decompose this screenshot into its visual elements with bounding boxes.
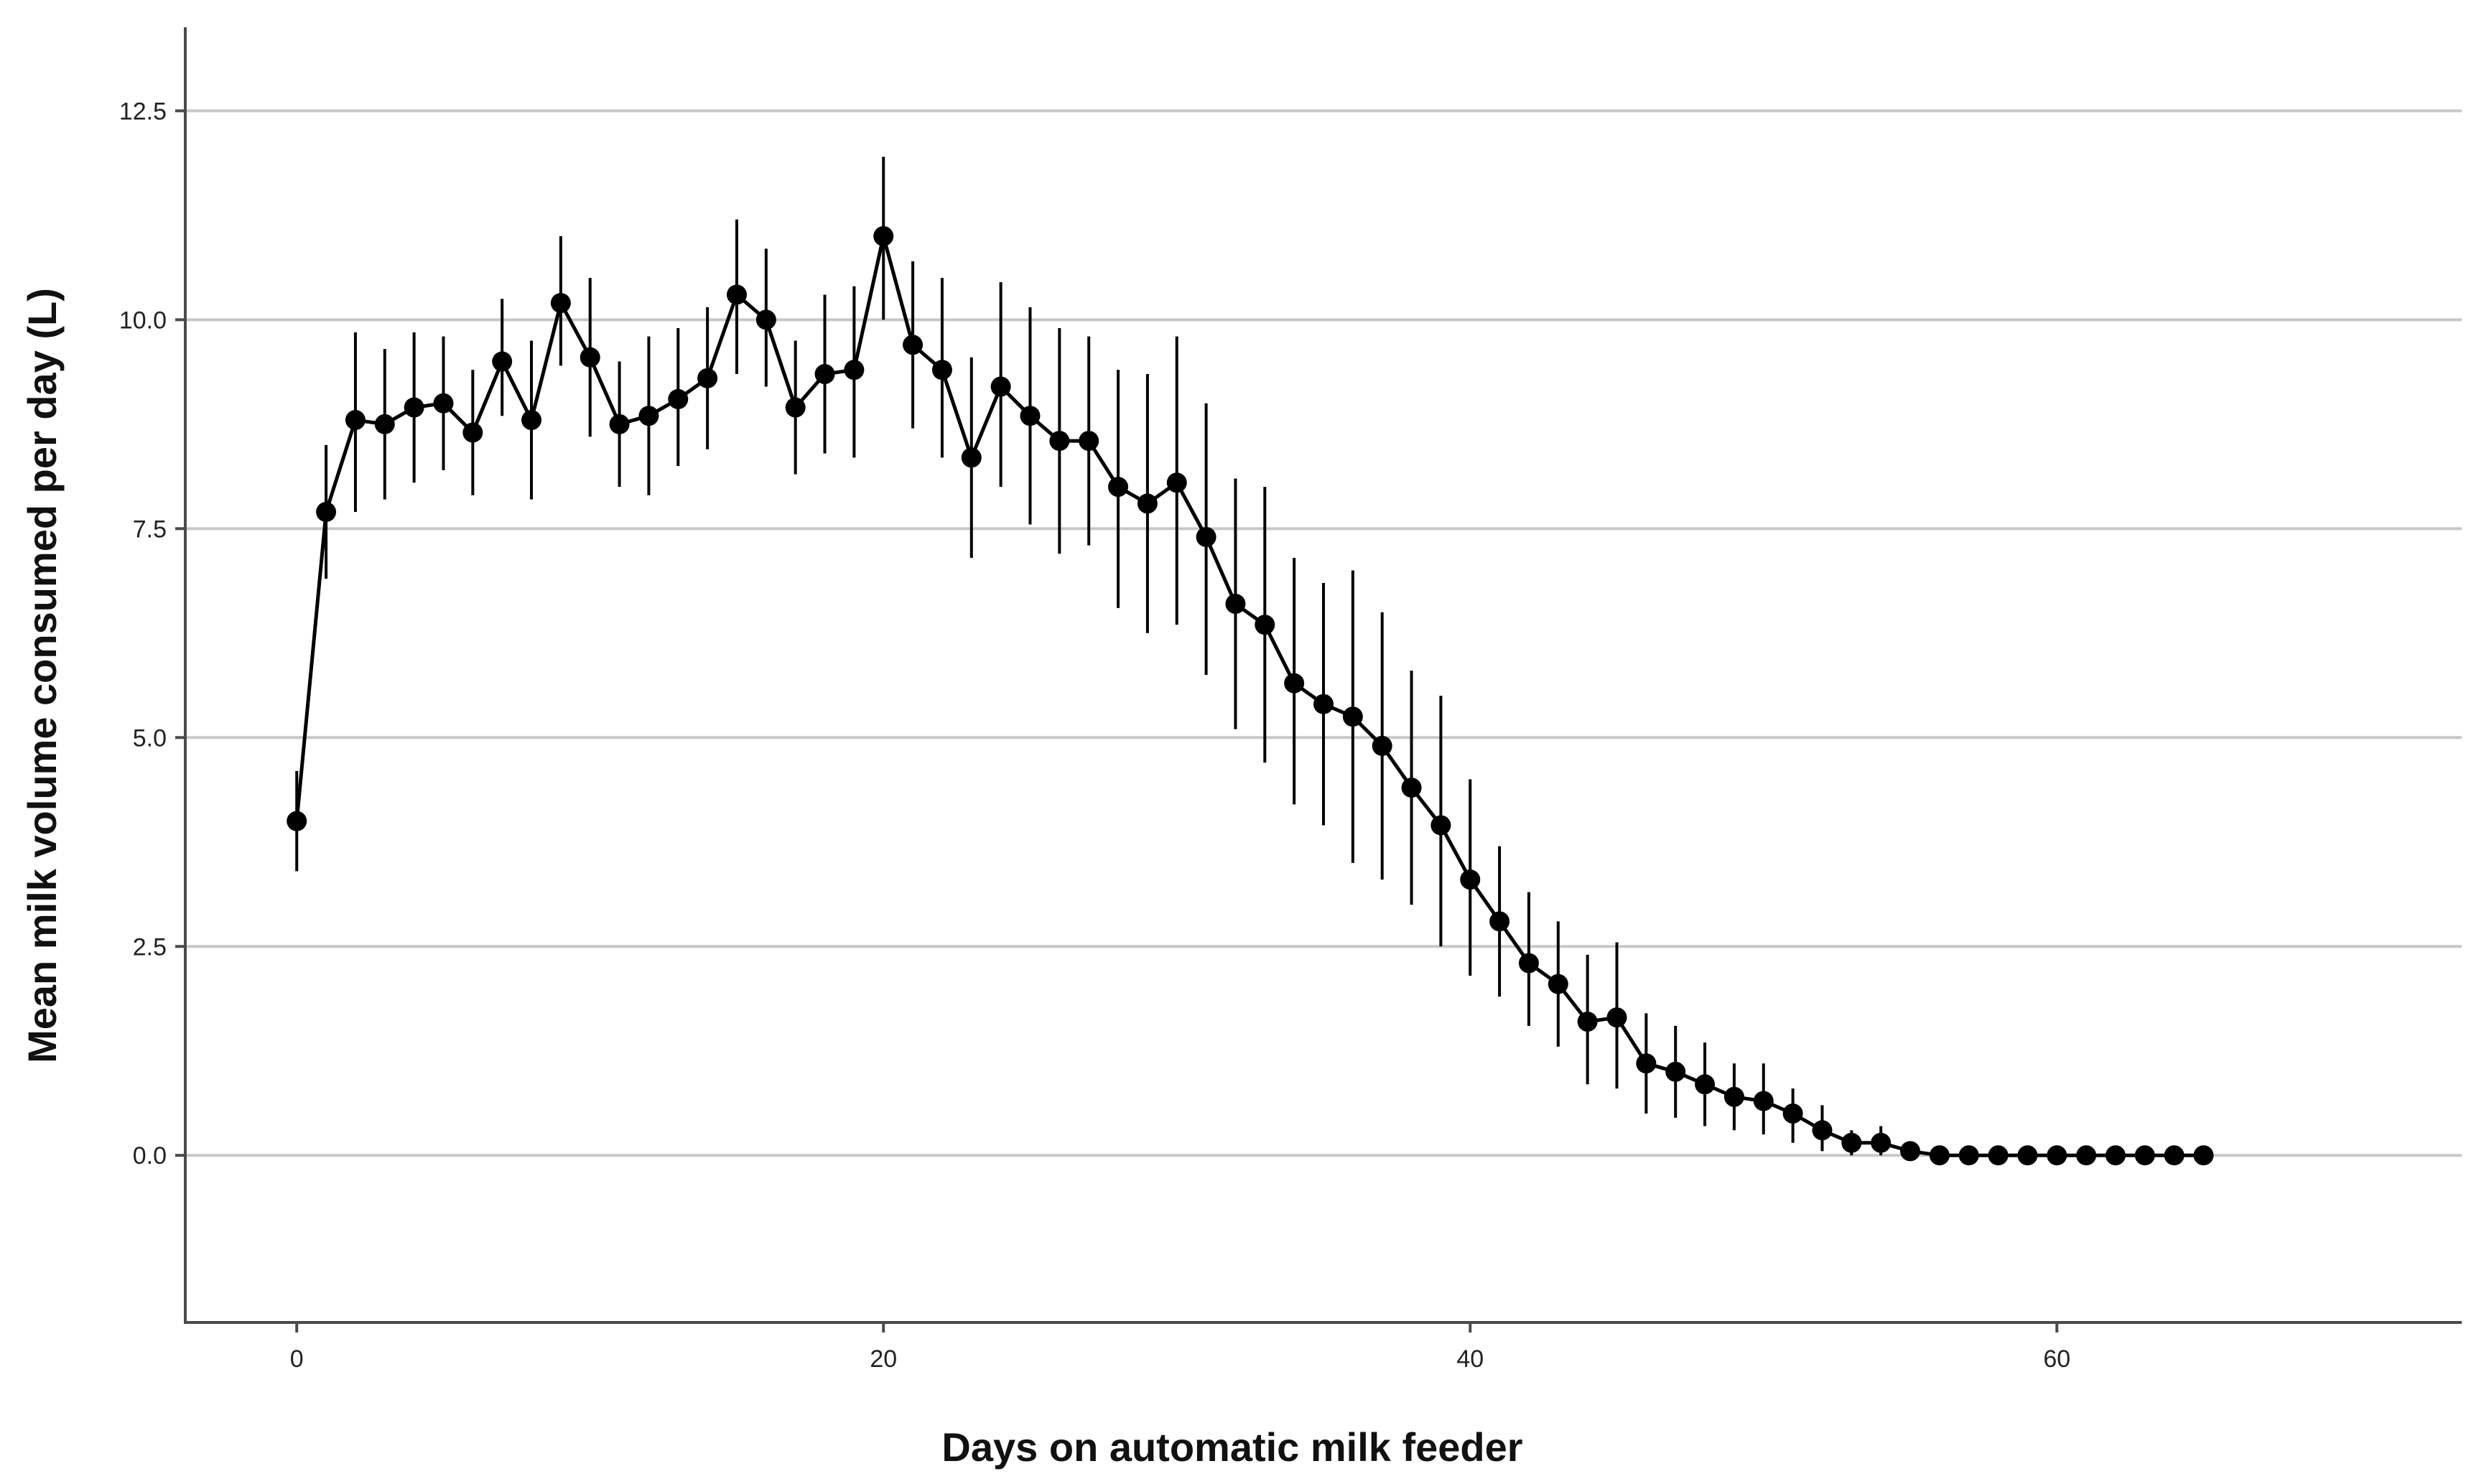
data-point: [697, 368, 718, 388]
data-point: [1313, 694, 1334, 714]
x-axis-ticks: 0 20 40 60: [290, 1322, 2070, 1373]
data-point: [404, 397, 424, 418]
data-point: [609, 414, 630, 434]
data-point: [726, 284, 747, 305]
x-tick-label-0: 0: [290, 1345, 304, 1373]
x-tick-label-3: 60: [2043, 1345, 2070, 1373]
data-point: [1871, 1132, 1892, 1153]
data-point: [287, 811, 307, 831]
data-point: [1548, 974, 1568, 994]
data-point: [492, 351, 513, 372]
data-point: [1489, 911, 1510, 932]
y-axis-title: Mean milk volume consumed per day (L): [19, 288, 65, 1063]
y-tick-label-1: 2.5: [133, 933, 167, 961]
data-point: [1079, 431, 1099, 452]
data-point: [1049, 431, 1070, 452]
data-point: [1225, 594, 1246, 615]
data-point: [873, 225, 894, 246]
data-point: [462, 422, 483, 443]
data-point: [1430, 815, 1451, 836]
data-point: [2193, 1145, 2214, 1166]
data-point: [2164, 1145, 2185, 1166]
data-point: [1988, 1145, 2009, 1166]
x-tick-label-2: 40: [1456, 1345, 1484, 1373]
y-tick-label-0: 0.0: [133, 1142, 167, 1170]
data-point: [1460, 869, 1481, 890]
data-point: [2017, 1145, 2038, 1166]
data-point: [2076, 1145, 2097, 1166]
data-point: [521, 410, 542, 431]
data-point: [1137, 493, 1158, 514]
data-point: [316, 502, 337, 523]
data-point: [961, 447, 982, 468]
data-point: [1695, 1074, 1716, 1095]
data-point: [814, 364, 835, 385]
data-point: [903, 335, 924, 355]
data-point: [785, 397, 806, 418]
data-point: [1958, 1145, 1979, 1166]
data-point: [580, 347, 600, 368]
data-point: [1900, 1141, 1921, 1162]
data-point: [990, 376, 1011, 397]
data-point: [1372, 735, 1392, 756]
data-point: [755, 309, 776, 330]
data-point: [931, 360, 952, 381]
data-point: [345, 410, 366, 431]
data-point: [374, 414, 395, 434]
data-point: [2134, 1145, 2155, 1166]
data-points: [287, 225, 2214, 1166]
data-point: [1929, 1145, 1950, 1166]
data-point: [1255, 615, 1275, 635]
data-point: [2047, 1145, 2067, 1166]
y-tick-label-5: 12.5: [119, 98, 167, 125]
data-point: [2105, 1145, 2126, 1166]
x-tick-label-1: 20: [870, 1345, 897, 1373]
data-point: [1723, 1086, 1744, 1107]
data-point: [1636, 1053, 1657, 1074]
data-point: [1782, 1103, 1803, 1124]
x-axis-title: Days on automatic milk feeder: [941, 1424, 1522, 1470]
data-point: [1577, 1012, 1598, 1032]
y-tick-label-2: 5.0: [133, 724, 167, 752]
data-point: [433, 393, 454, 414]
axes: [184, 27, 2462, 1324]
data-point: [844, 360, 865, 381]
data-point: [1665, 1061, 1686, 1082]
data-point: [1020, 406, 1041, 426]
y-axis-ticks: 0.0 2.5 5.0 7.5 10.0 12.5: [119, 98, 185, 1170]
data-point: [1812, 1120, 1833, 1141]
data-point: [1518, 953, 1539, 974]
data-point: [1401, 778, 1422, 798]
data-point: [1284, 673, 1305, 694]
data-point: [1753, 1091, 1774, 1111]
data-point: [668, 388, 689, 409]
data-point: [638, 406, 659, 426]
y-tick-label-3: 7.5: [133, 515, 167, 543]
data-point: [1108, 477, 1129, 498]
data-point: [1342, 706, 1363, 727]
data-point: [550, 293, 571, 314]
y-tick-label-4: 10.0: [119, 307, 167, 334]
data-point: [1166, 472, 1187, 493]
data-point: [1606, 1007, 1627, 1028]
data-point: [1196, 526, 1216, 547]
data-point: [1841, 1132, 1862, 1153]
